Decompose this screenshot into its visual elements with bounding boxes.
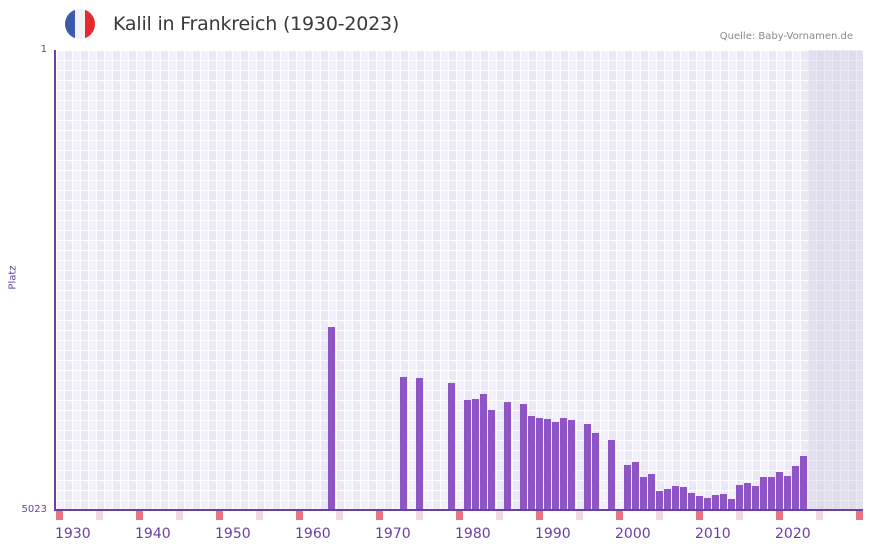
chart-title: Kalil in Frankreich (1930-2023) [113, 13, 400, 35]
half-decade-marker [176, 511, 183, 520]
bar-2019[interactable] [768, 477, 775, 510]
bar-1989[interactable] [528, 416, 535, 510]
decade-marker [856, 511, 863, 520]
decade-marker [136, 511, 143, 520]
x-tick-label-2010: 2010 [695, 526, 731, 542]
bar-2009[interactable] [688, 493, 695, 510]
bar-1993[interactable] [560, 418, 567, 510]
y-axis-title: Platz [7, 265, 19, 290]
bar-1981[interactable] [464, 400, 471, 510]
bar-1979[interactable] [448, 383, 455, 510]
decade-marker [376, 511, 383, 520]
x-tick-label-1940: 1940 [135, 526, 171, 542]
bar-2022[interactable] [792, 466, 799, 510]
half-decade-marker [656, 511, 663, 520]
decade-marker [296, 511, 303, 520]
bar-2018[interactable] [760, 477, 767, 510]
bar-2023[interactable] [800, 456, 807, 510]
x-tick-label-1950: 1950 [215, 526, 251, 542]
decade-marker [456, 511, 463, 520]
bar-2017[interactable] [752, 486, 759, 510]
bar-1996[interactable] [584, 424, 591, 510]
bar-2015[interactable] [736, 485, 743, 510]
bar-1975[interactable] [416, 378, 423, 510]
bar-2014[interactable] [728, 499, 735, 510]
bar-2002[interactable] [632, 462, 639, 510]
bar-1973[interactable] [400, 377, 407, 510]
x-tick-label-2020: 2020 [775, 526, 811, 542]
flag-france-icon [65, 9, 95, 39]
bar-2016[interactable] [744, 483, 751, 510]
half-decade-marker [736, 511, 743, 520]
flag-stripe-blue [65, 9, 75, 39]
bar-1992[interactable] [552, 422, 559, 510]
plot-area [55, 50, 863, 510]
x-tick-labels: 1930 1940 1950 1960 1970 1980 1990 2000 2010 2020 [0, 526, 873, 546]
bar-2007[interactable] [672, 486, 679, 510]
bar-1988[interactable] [520, 404, 527, 510]
half-decade-marker [576, 511, 583, 520]
x-tick-label-1990: 1990 [535, 526, 571, 542]
half-decade-marker [496, 511, 503, 520]
decade-marker [776, 511, 783, 520]
half-decade-marker [816, 511, 823, 520]
bar-2012[interactable] [712, 495, 719, 510]
bar-1990[interactable] [536, 418, 543, 510]
source-link[interactable]: Quelle: Baby-Vornamen.de [719, 31, 853, 42]
flag-stripe-red [85, 9, 95, 39]
bar-1997[interactable] [592, 433, 599, 510]
x-tick-label-2000: 2000 [615, 526, 651, 542]
bar-2021[interactable] [784, 476, 791, 510]
bar-2011[interactable] [704, 498, 711, 510]
bar-2004[interactable] [648, 474, 655, 510]
y-tick-bottom: 5023 [21, 504, 47, 515]
half-decade-marker [256, 511, 263, 520]
future-shaded-region [808, 50, 863, 510]
x-tick-label-1980: 1980 [455, 526, 491, 542]
bar-2001[interactable] [624, 465, 631, 510]
x-tick-label-1970: 1970 [375, 526, 411, 542]
bar-1982[interactable] [472, 399, 479, 510]
bar-1983[interactable] [480, 394, 487, 510]
x-tick-markers [56, 511, 864, 520]
bar-1986[interactable] [504, 402, 511, 510]
decade-marker [56, 511, 63, 520]
decade-marker [696, 511, 703, 520]
bars-container [56, 50, 864, 510]
y-tick-top: 1 [40, 44, 47, 55]
decade-marker [616, 511, 623, 520]
y-axis-line [54, 50, 56, 511]
decade-marker [216, 511, 223, 520]
bar-1964[interactable] [328, 327, 335, 510]
bar-1991[interactable] [544, 419, 551, 510]
flag-stripe-white [75, 9, 85, 39]
bar-2013[interactable] [720, 494, 727, 510]
half-decade-marker [96, 511, 103, 520]
bar-2010[interactable] [696, 496, 703, 510]
x-tick-label-1930: 1930 [55, 526, 91, 542]
bar-1999[interactable] [608, 440, 615, 510]
x-tick-label-1960: 1960 [295, 526, 331, 542]
half-decade-marker [416, 511, 423, 520]
half-decade-marker [336, 511, 343, 520]
bar-2005[interactable] [656, 491, 663, 510]
bar-2006[interactable] [664, 489, 671, 510]
decade-marker [536, 511, 543, 520]
bar-1994[interactable] [568, 420, 575, 510]
bar-2003[interactable] [640, 477, 647, 510]
x-axis-line [54, 509, 863, 511]
bar-1984[interactable] [488, 410, 495, 510]
bar-2008[interactable] [680, 487, 687, 510]
bar-2020[interactable] [776, 472, 783, 510]
